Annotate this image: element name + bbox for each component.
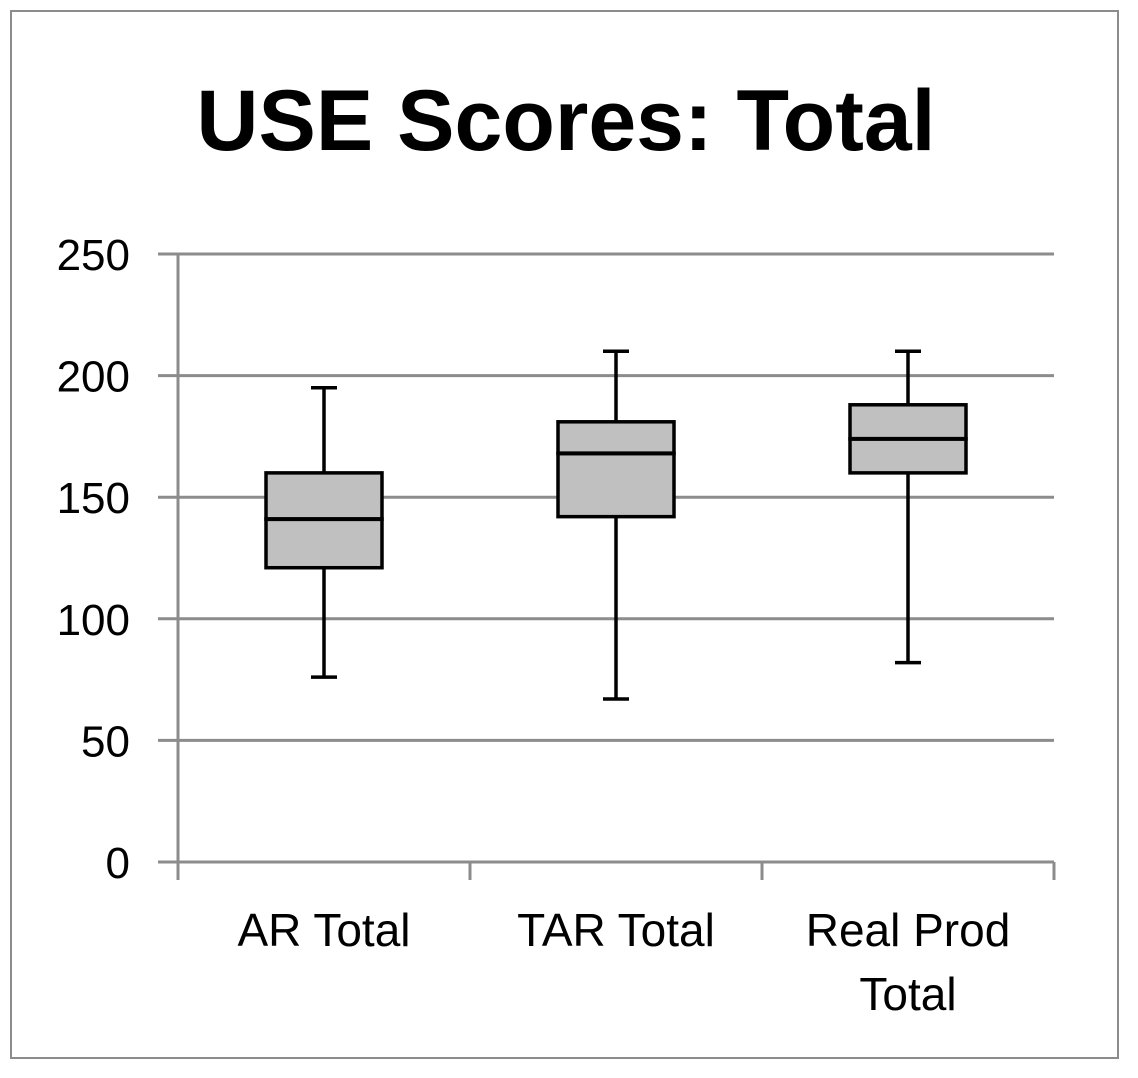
lower-box	[264, 517, 384, 570]
category-label-3: Real Prod Total	[806, 904, 1011, 1020]
box-plot-2	[556, 349, 676, 701]
upper-box	[556, 420, 676, 456]
y-tick-label-50: 50	[81, 717, 130, 766]
lower-box	[556, 451, 676, 519]
y-tick-label-250: 250	[57, 231, 130, 280]
axes	[158, 252, 1056, 880]
y-tick-labels: 0 50 100 150 200 250	[57, 231, 130, 888]
y-tick-label-150: 150	[57, 474, 130, 523]
y-tick-label-0: 0	[106, 839, 130, 888]
category-label-line: TAR Total	[517, 904, 715, 956]
chart-frame	[10, 10, 1119, 1059]
category-labels: AR Total TAR Total Real Prod Total	[237, 904, 1010, 1020]
box-plot-3	[848, 349, 968, 665]
category-label-line: Real Prod	[806, 904, 1011, 956]
y-tick-label-100: 100	[57, 596, 130, 645]
category-label-line: AR Total	[237, 904, 410, 956]
upper-box	[848, 403, 968, 441]
upper-box	[264, 471, 384, 521]
category-label-1: AR Total	[237, 904, 410, 956]
y-tick-label-200: 200	[57, 353, 130, 402]
lower-box	[848, 437, 968, 475]
chart-title: USE Scores: Total	[196, 73, 935, 169]
category-label-line: Total	[859, 968, 956, 1020]
category-label-2: TAR Total	[517, 904, 715, 956]
box-plot-1	[264, 386, 384, 679]
box-plots	[264, 349, 968, 701]
